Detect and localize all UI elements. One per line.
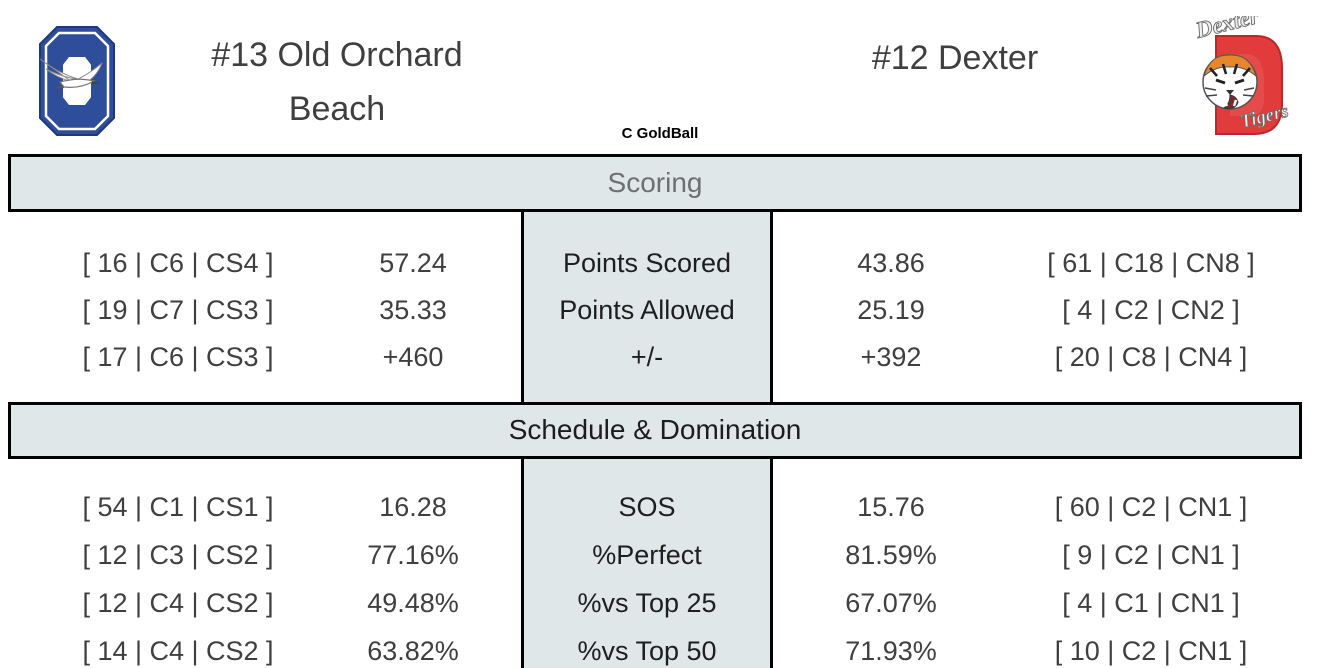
- metric-label: %Perfect: [592, 540, 702, 570]
- value-cell: 81.59%: [845, 540, 937, 570]
- rank-cell: [ 60 | C2 | CN1 ]: [1054, 492, 1248, 522]
- rank-cell: [ 10 | C2 | CN1 ]: [1054, 636, 1248, 666]
- scoring-left-value-column: 57.24 35.33 +460: [348, 212, 478, 402]
- old-orchard-beach-logo: [38, 25, 116, 137]
- rank-cell: [ 4 | C1 | CN1 ]: [1062, 588, 1240, 618]
- scoring-right-value-column: 43.86 25.19 +392: [776, 212, 1006, 402]
- value-cell: +392: [860, 342, 922, 372]
- value-cell: 49.48%: [367, 588, 459, 618]
- value-cell: 15.76: [857, 492, 925, 522]
- rank-cell: [ 19 | C7 | CS3 ]: [82, 295, 274, 325]
- metric-label: SOS: [618, 492, 676, 522]
- schedule-section-header: Schedule & Domination: [8, 402, 1302, 459]
- schedule-right-value-column: 15.76 81.59% 67.07% 71.93%: [776, 459, 1006, 668]
- metric-label: %vs Top 50: [577, 636, 717, 666]
- rank-cell: [ 20 | C8 | CN4 ]: [1054, 342, 1248, 372]
- seagull-icon: [39, 58, 103, 89]
- team-right-title: #12 Dexter: [871, 39, 1039, 77]
- schedule-section-body: [ 54 | C1 | CS1 ] [ 12 | C3 | CS2 ] [ 12…: [0, 459, 1320, 668]
- team-left-title: #13 Old Orchard Beach: [211, 36, 463, 128]
- dexter-logo: Dexter Tigers: [1190, 2, 1291, 144]
- rank-cell: [ 54 | C1 | CS1 ]: [82, 492, 274, 522]
- tiger-d-icon: Dexter Tigers: [1192, 2, 1291, 135]
- scoring-section-header: Scoring: [8, 154, 1302, 212]
- value-cell: +460: [382, 342, 444, 372]
- schedule-left-rank-column: [ 54 | C1 | CS1 ] [ 12 | C3 | CS2 ] [ 12…: [8, 459, 348, 668]
- metric-label: %vs Top 25: [577, 588, 717, 618]
- value-cell: 25.19: [857, 295, 925, 325]
- scoring-right-rank-column: [ 61 | C18 | CN8 ] [ 4 | C2 | CN2 ] [ 20…: [1006, 212, 1296, 402]
- rank-cell: [ 9 | C2 | CN1 ]: [1062, 540, 1240, 570]
- rank-cell: [ 14 | C4 | CS2 ]: [82, 636, 274, 666]
- value-cell: 35.33: [379, 295, 447, 325]
- scoring-section-body: [ 16 | C6 | CS4 ] [ 19 | C7 | CS3 ] [ 17…: [0, 212, 1320, 402]
- rank-cell: [ 12 | C3 | CS2 ]: [82, 540, 274, 570]
- value-cell: 71.93%: [845, 636, 937, 666]
- schedule-left-value-column: 16.28 77.16% 49.48% 63.82%: [348, 459, 478, 668]
- schedule-right-rank-column: [ 60 | C2 | CN1 ] [ 9 | C2 | CN1 ] [ 4 |…: [1006, 459, 1296, 668]
- value-cell: 67.07%: [845, 588, 937, 618]
- value-cell: 57.24: [379, 248, 447, 278]
- goldball-watermark: C GoldBall: [621, 125, 699, 142]
- metric-label: Points Scored: [562, 248, 732, 278]
- value-cell: 16.28: [379, 492, 447, 522]
- metric-label: Points Allowed: [559, 295, 735, 325]
- tiger-icon: [1202, 54, 1258, 110]
- rank-cell: [ 4 | C2 | CN2 ]: [1062, 295, 1240, 325]
- block-o-seagull-icon: [39, 26, 115, 136]
- value-cell: 43.86: [857, 248, 925, 278]
- rank-cell: [ 17 | C6 | CS3 ]: [82, 342, 274, 372]
- schedule-metric-column: SOS %Perfect %vs Top 25 %vs Top 50: [521, 459, 773, 668]
- value-cell: 63.82%: [367, 636, 459, 666]
- rank-cell: [ 16 | C6 | CS4 ]: [82, 248, 274, 278]
- scoring-left-rank-column: [ 16 | C6 | CS4 ] [ 19 | C7 | CS3 ] [ 17…: [8, 212, 348, 402]
- value-cell: 77.16%: [367, 540, 459, 570]
- rank-cell: [ 61 | C18 | CN8 ]: [1047, 248, 1255, 278]
- metric-label: +/-: [630, 342, 664, 372]
- scoring-metric-column: Points Scored Points Allowed +/-: [521, 212, 773, 402]
- rank-cell: [ 12 | C4 | CS2 ]: [82, 588, 274, 618]
